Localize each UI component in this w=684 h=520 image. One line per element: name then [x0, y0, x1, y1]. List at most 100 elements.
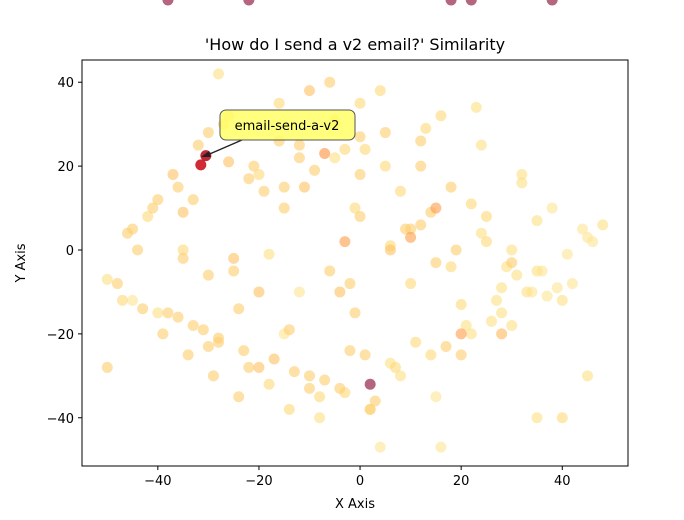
- scatter-point: [344, 345, 356, 357]
- scatter-point: [152, 194, 164, 206]
- scatter-point: [486, 315, 497, 327]
- scatter-point: [450, 244, 462, 256]
- annotation: email-send-a-v2: [201, 109, 356, 157]
- scatter-point: [405, 223, 417, 235]
- scatter-point: [238, 345, 250, 357]
- scatter-point: [551, 282, 563, 294]
- scatter-point: [531, 412, 543, 424]
- scatter-point: [202, 269, 214, 281]
- scatter-point: [253, 169, 265, 181]
- scatter-point: [546, 0, 558, 6]
- scatter-point: [273, 97, 285, 109]
- scatter-point: [116, 294, 128, 306]
- scatter-point: [157, 328, 169, 340]
- scatter-point: [233, 303, 245, 315]
- scatter-point: [465, 198, 477, 210]
- scatter-point: [465, 328, 477, 340]
- scatter-point: [354, 169, 366, 181]
- scatter-point: [364, 378, 376, 390]
- scatter-point: [455, 328, 467, 340]
- scatter-point: [324, 265, 336, 277]
- scatter-point: [531, 265, 543, 277]
- scatter-point: [283, 403, 295, 415]
- plot-frame: [81, 59, 629, 467]
- scatter-point: [258, 185, 270, 197]
- scatter-point: [516, 177, 528, 189]
- scatter-point: [460, 319, 472, 331]
- scatter-point: [480, 236, 492, 248]
- scatter-point: [152, 307, 164, 319]
- y-tick-label: −40: [47, 412, 74, 427]
- scatter-point: [480, 210, 492, 222]
- scatter-point: [268, 353, 280, 365]
- scatter-point: [293, 286, 305, 298]
- y-tick-label: −20: [47, 328, 74, 343]
- scatter-point: [354, 210, 366, 222]
- x-axis-label: X Axis: [335, 497, 375, 512]
- scatter-point: [435, 441, 447, 453]
- chart-title: 'How do I send a v2 email?' Similarity: [205, 35, 505, 54]
- scatter-point: [577, 223, 588, 235]
- scatter-point: [374, 85, 386, 97]
- scatter-point: [597, 219, 609, 231]
- annotation-arrow: [204, 139, 243, 157]
- scatter-point: [187, 194, 199, 206]
- scatter-point: [243, 0, 255, 6]
- annotation-label: email-send-a-v2: [235, 119, 340, 134]
- scatter-point: [278, 202, 290, 214]
- scatter-point: [213, 68, 224, 80]
- scatter-point: [354, 97, 366, 109]
- scatter-point: [364, 403, 376, 415]
- scatter-point: [147, 202, 159, 214]
- scatter-point: [233, 391, 245, 403]
- scatter-point: [369, 395, 381, 407]
- scatter-point: [455, 299, 467, 311]
- scatter-point: [142, 210, 154, 222]
- scatter-point: [304, 370, 315, 382]
- scatter-point: [359, 349, 371, 361]
- scatter-point: [192, 139, 204, 151]
- y-tick-label: 0: [66, 244, 74, 259]
- scatter-point: [475, 139, 487, 151]
- scatter-point: [395, 185, 406, 197]
- scatter-point: [319, 148, 331, 160]
- scatter-point: [435, 110, 447, 122]
- x-tick-label: −40: [144, 474, 171, 489]
- x-tick-label: 40: [554, 474, 571, 489]
- scatter-point: [172, 181, 184, 193]
- scatter-point: [496, 282, 508, 294]
- scatter-point: [339, 236, 351, 248]
- scatter-point: [195, 159, 207, 171]
- scatter-point: [405, 278, 417, 290]
- scatter-point: [288, 366, 300, 378]
- scatter-point: [329, 152, 341, 164]
- scatter-point: [445, 0, 457, 6]
- scatter-point: [334, 286, 346, 298]
- scatter-point: [293, 139, 305, 151]
- scatter-point: [556, 294, 568, 306]
- scatter-point: [213, 332, 224, 344]
- scatter-point: [389, 361, 401, 373]
- scatter-point: [405, 231, 417, 243]
- scatter-point: [177, 244, 189, 256]
- scatter-point: [379, 127, 391, 139]
- scatter-point: [223, 156, 235, 168]
- scatter-point: [248, 160, 260, 172]
- scatter-point: [137, 303, 149, 315]
- scatter-point: [309, 164, 321, 176]
- scatter-point: [202, 340, 214, 352]
- scatter-point: [384, 244, 396, 256]
- scatter-point: [410, 336, 422, 348]
- scatter-point: [202, 127, 214, 139]
- scatter-point: [374, 441, 386, 453]
- scatter-point: [122, 227, 133, 239]
- scatter-point: [339, 143, 351, 155]
- scatter-point: [304, 382, 315, 394]
- scatter-point: [187, 319, 199, 331]
- scatter-point: [334, 382, 346, 394]
- scatter-point: [440, 340, 452, 352]
- scatter-point: [182, 349, 194, 361]
- scatter-point: [228, 265, 240, 277]
- scatter-point: [177, 252, 189, 264]
- scatter-point: [293, 152, 305, 164]
